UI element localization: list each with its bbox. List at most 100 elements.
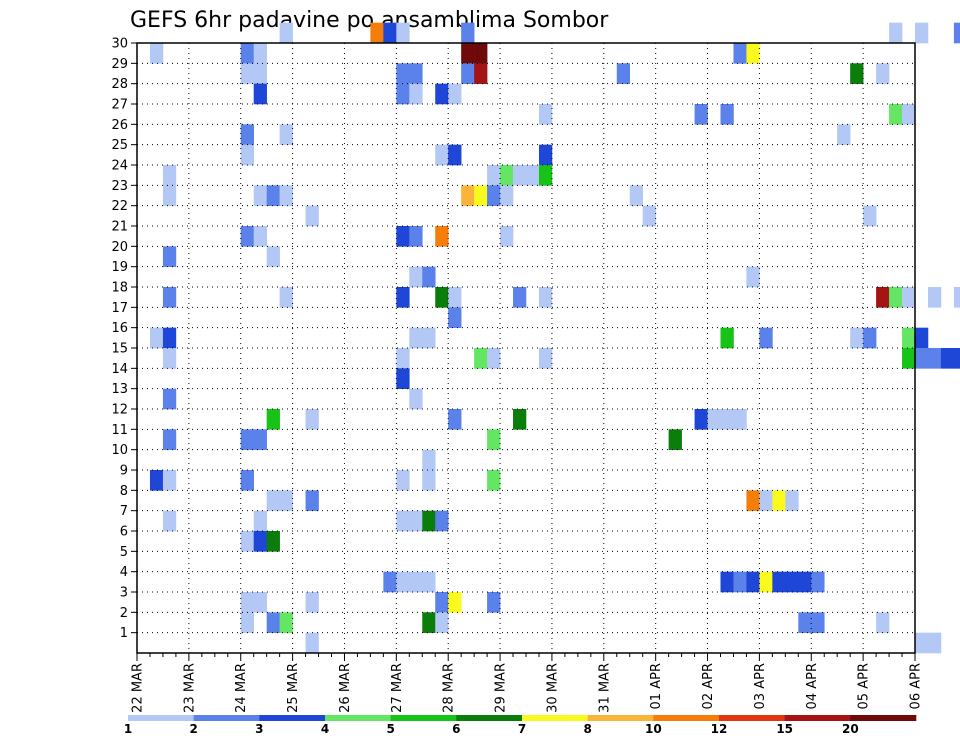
y-tick-label: 15 <box>111 342 128 357</box>
heatmap-cell <box>162 388 177 410</box>
heatmap-cell <box>279 490 293 511</box>
heatmap-cell <box>940 348 955 369</box>
heatmap-cell <box>240 43 254 64</box>
y-tick-label: 4 <box>120 565 128 580</box>
heatmap-cell <box>487 185 501 206</box>
heatmap-cell <box>448 287 462 308</box>
y-tick-label: 7 <box>120 504 128 519</box>
heatmap-cell <box>409 63 423 84</box>
x-tick-label: 25 MAR <box>286 663 301 713</box>
heatmap-cell <box>746 266 760 288</box>
heatmap-cell <box>448 83 462 105</box>
heatmap-cell <box>383 571 397 593</box>
heatmap-cell <box>422 449 436 471</box>
heatmap-cell <box>240 124 254 145</box>
heatmap-cell <box>474 63 488 84</box>
legend-swatch <box>719 715 785 721</box>
heatmap-cell <box>785 571 799 593</box>
heatmap-cell <box>409 571 423 593</box>
heatmap-cell <box>850 63 864 84</box>
heatmap-cell <box>733 43 747 64</box>
heatmap-cell <box>902 327 916 349</box>
heatmap-cell <box>253 429 267 450</box>
y-tick-label: 24 <box>111 159 128 174</box>
x-tick-label: 23 MAR <box>182 663 197 713</box>
legend-tick-label: 1 <box>124 722 132 736</box>
y-tick-label: 8 <box>120 484 128 499</box>
y-tick-label: 29 <box>111 57 128 72</box>
y-tick-label: 1 <box>120 626 128 641</box>
heatmap-cell <box>396 83 410 105</box>
heatmap-cell <box>253 63 267 84</box>
heatmap-cell <box>474 185 488 206</box>
heatmap-cell <box>240 612 254 633</box>
legend-swatch <box>456 715 523 721</box>
heatmap-cell <box>396 287 410 308</box>
heatmap-cell <box>811 571 825 593</box>
heatmap-cell <box>513 409 527 430</box>
y-tick-label: 22 <box>111 199 128 214</box>
heatmap-cell <box>253 531 267 552</box>
heatmap-cell <box>305 205 319 227</box>
heatmap-cell <box>733 409 747 430</box>
x-tick-label: 31 MAR <box>597 663 612 713</box>
heatmap-cell <box>253 226 267 247</box>
heatmap-cell <box>240 592 254 613</box>
legend-tick-label: 20 <box>842 722 859 736</box>
heatmap-cell <box>461 22 475 44</box>
heatmap-cell <box>500 185 514 206</box>
heatmap-cell <box>850 327 864 349</box>
heatmap-cell <box>448 307 462 328</box>
heatmap-cell <box>435 592 449 613</box>
heatmap-cell <box>733 571 747 593</box>
heatmap-cell <box>487 165 501 186</box>
heatmap-cell <box>694 104 708 125</box>
heatmap-cell <box>162 510 177 532</box>
y-tick-label: 13 <box>111 382 128 397</box>
heatmap-cell <box>383 22 397 44</box>
heatmap-cell <box>279 124 293 145</box>
heatmap-cell <box>409 510 423 532</box>
heatmap-cell <box>266 246 280 267</box>
legend-swatch <box>390 715 457 721</box>
x-tick-label: 03 APR <box>753 663 768 709</box>
y-tick-label: 9 <box>120 464 128 479</box>
legend-tick-label: 10 <box>645 722 662 736</box>
heatmap-cell <box>759 490 773 511</box>
heatmap-cell <box>538 287 553 308</box>
x-tick-label: 24 MAR <box>234 663 249 713</box>
heatmap-cell <box>396 22 410 44</box>
heatmap-cell <box>162 246 177 267</box>
grid-lines <box>137 43 915 653</box>
heatmap-cell <box>409 83 423 105</box>
heatmap-cell <box>162 185 177 206</box>
heatmap-cell <box>720 104 734 125</box>
heatmap-cell <box>694 409 708 430</box>
heatmap-cell <box>889 104 903 125</box>
heatmap-cell <box>927 632 942 654</box>
legend-swatch <box>325 715 391 721</box>
heatmap-cell <box>513 287 527 308</box>
y-tick-label: 5 <box>120 545 128 560</box>
heatmap-cell <box>305 632 319 654</box>
heatmap-cell <box>266 531 280 552</box>
y-tick-label: 19 <box>111 260 128 275</box>
heatmap-cell <box>915 348 929 369</box>
heatmap-cell <box>396 510 410 532</box>
heatmap-cell <box>616 63 631 84</box>
x-tick-label: 04 APR <box>805 663 820 709</box>
heatmap-cell <box>240 470 254 491</box>
heatmap-cell <box>162 348 177 369</box>
y-tick-label: 6 <box>120 525 128 540</box>
heatmap-cell <box>422 266 436 288</box>
legend-tick-label: 8 <box>583 722 591 736</box>
heatmap-cell <box>629 185 643 206</box>
x-tick-label: 06 APR <box>909 663 924 709</box>
heatmap-cell <box>720 327 734 349</box>
heatmap-cell <box>953 287 960 308</box>
heatmap-cell <box>759 571 773 593</box>
heatmap-cell <box>889 287 903 308</box>
heatmap-cell <box>889 22 903 44</box>
y-tick-label: 30 <box>111 37 128 52</box>
y-tick-label: 23 <box>111 179 128 194</box>
